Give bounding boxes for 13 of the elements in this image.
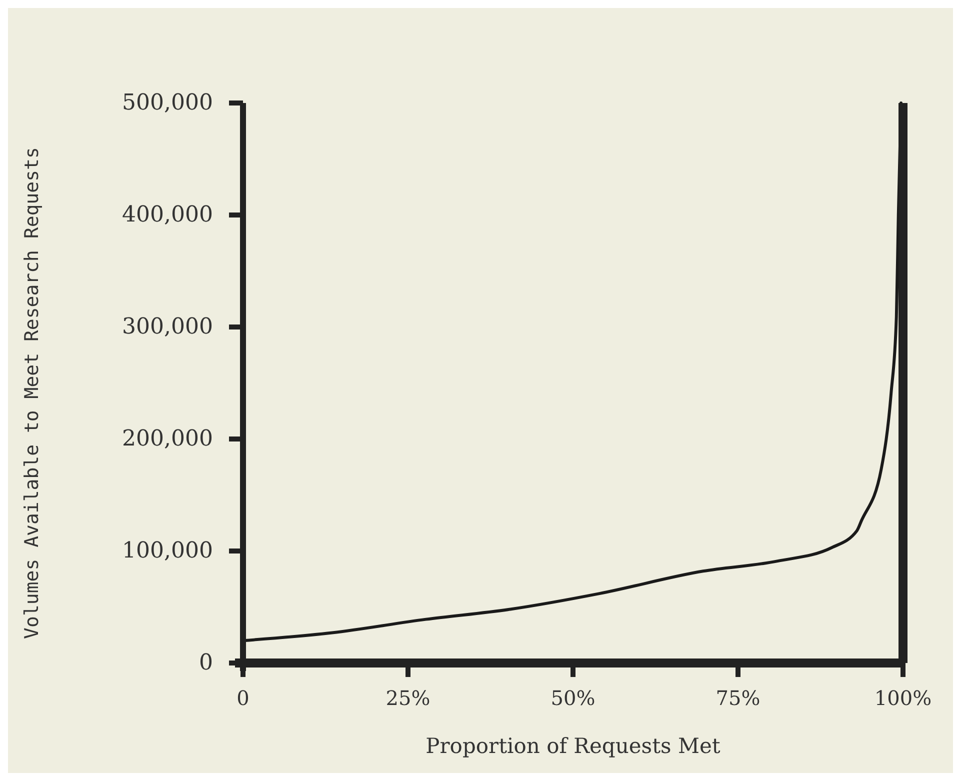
y-tick-label: 100,000 [122,538,213,564]
y-tick-label: 500,000 [122,90,213,116]
y-tick-label: 200,000 [122,426,213,452]
y-axis-title: Volumes Available to Meet Research Requests [21,147,43,639]
y-tick-label: 0 [199,650,213,676]
y-tick-label: 400,000 [122,202,213,228]
x-tick-label: 25% [386,686,430,710]
x-tick-label: 0 [236,686,250,710]
x-axis-title: Proportion of Requests Met [426,734,721,758]
y-tick-label: 300,000 [122,314,213,340]
x-tick-label: 100% [874,686,932,710]
x-tick-label: 75% [716,686,760,710]
x-tick-label: 50% [550,686,596,710]
